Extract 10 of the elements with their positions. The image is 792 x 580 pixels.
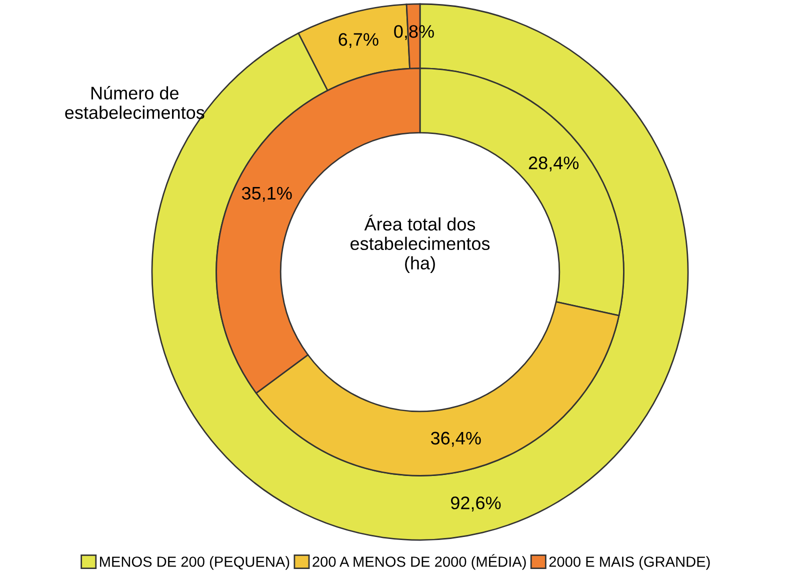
- legend-label: MENOS DE 200 (PEQUENA): [100, 556, 290, 570]
- slice-label: Área total dos estabelecimentos (ha): [350, 214, 490, 274]
- data-label: 6,7%: [338, 33, 378, 48]
- data-label: 92,6%: [451, 496, 501, 512]
- data-label: 35,1%: [242, 186, 292, 202]
- data-label: 36,4%: [430, 432, 481, 447]
- legend-label: 200 A MENOS DE 2000 (MÉDIA): [312, 554, 526, 570]
- legend-label: 2000 E MAIS (GRANDE): [549, 556, 710, 570]
- slice-label: Número de estabelecimentos: [65, 86, 204, 119]
- data-label: 28,4%: [528, 156, 579, 172]
